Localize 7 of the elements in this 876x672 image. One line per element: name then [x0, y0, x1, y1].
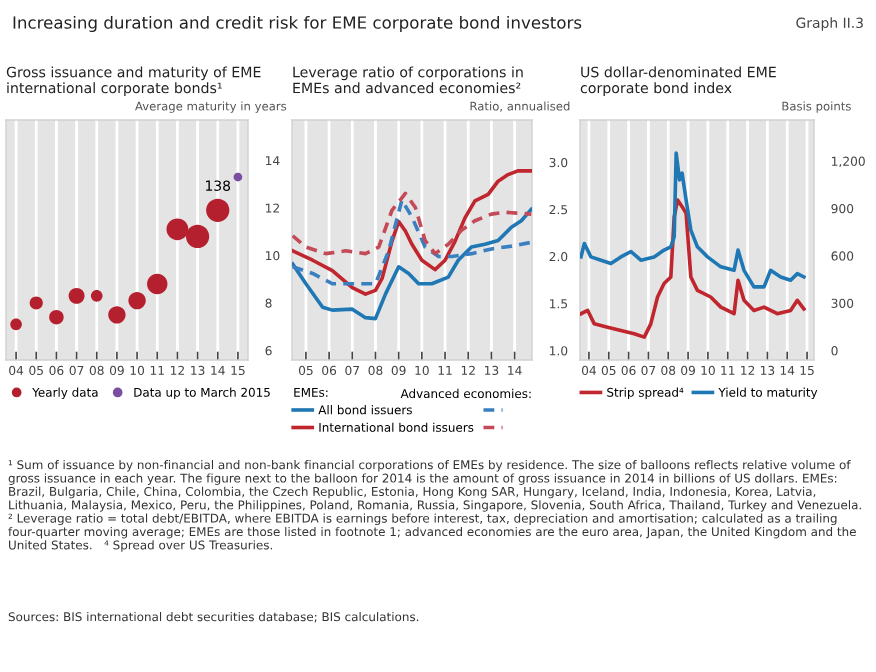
line-series: [580, 151, 806, 289]
line-series: [292, 191, 532, 256]
line-series: [580, 198, 806, 339]
line-series: [292, 207, 532, 321]
line-series: [292, 198, 532, 286]
line-series: [292, 169, 532, 296]
text: Increasing duration and credit risk for EME corporate bond investors: [13, 15, 582, 33]
